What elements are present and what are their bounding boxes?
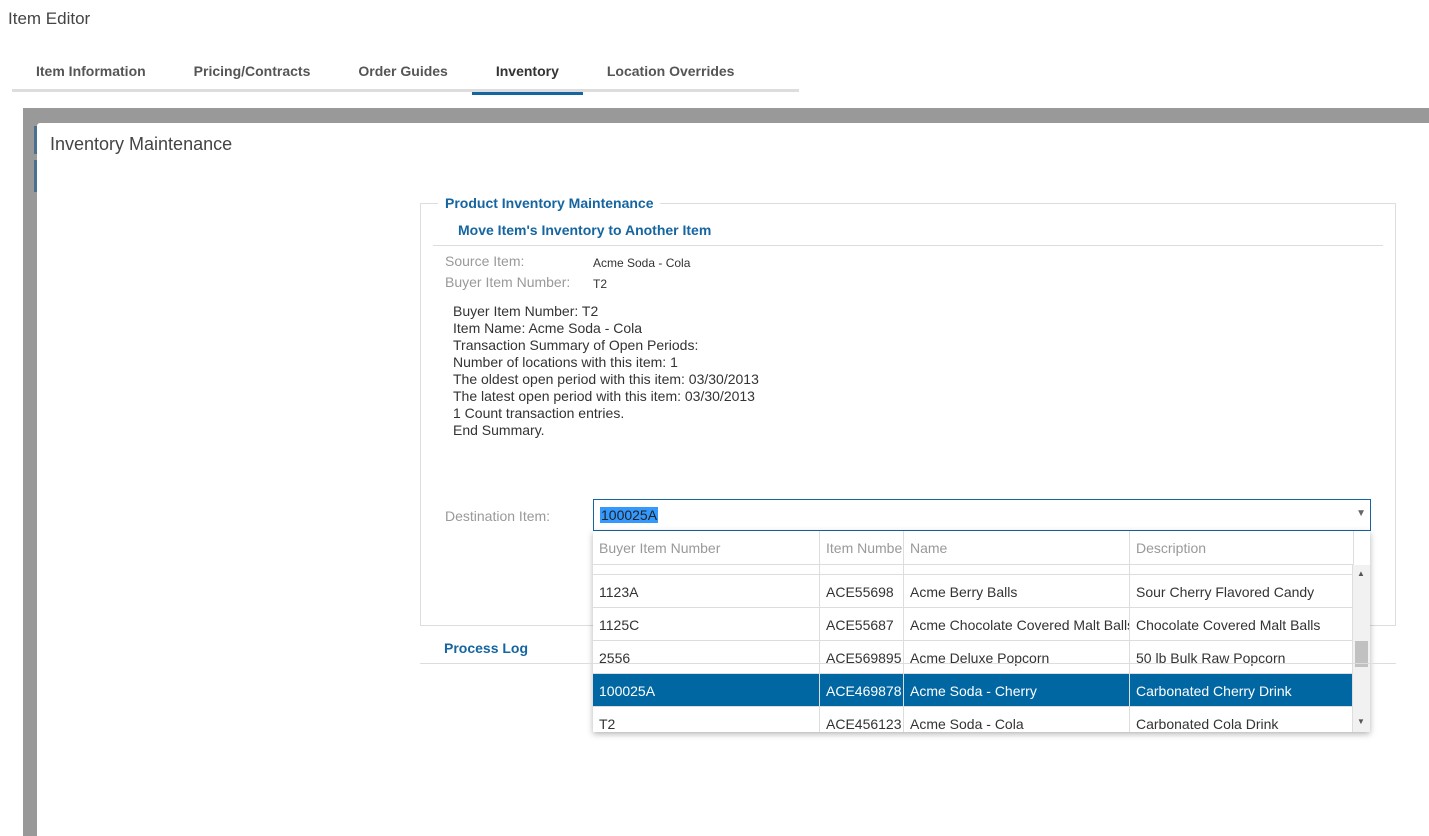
tab-pricing-contracts[interactable]: Pricing/Contracts [193,63,311,79]
table-row[interactable]: 1125C ACE55687 Acme Chocolate Covered Malt… [593,608,1353,641]
dropdown-scrollbar[interactable]: ▲ ▼ [1353,565,1370,732]
table-row-partial [593,565,1353,583]
summary-line: Item Name: Acme Soda - Cola [453,320,643,336]
cell-name: Acme Deluxe Popcorn [904,641,1130,674]
cell-item: ACE55687 [820,608,904,641]
column-header-description[interactable]: Description [1130,531,1354,565]
scroll-up-icon[interactable]: ▲ [1357,569,1365,578]
summary-line: Transaction Summary of Open Periods: [453,337,699,353]
summary-line: The oldest open period with this item: 0… [453,371,759,387]
cell-buyer: 2556 [593,641,820,674]
tab-item-information[interactable]: Item Information [36,63,146,79]
destination-item-combobox[interactable]: 100025A ▼ [593,499,1371,531]
process-log-heading[interactable]: Process Log [444,640,529,656]
background-panel-edge [34,126,38,154]
destination-item-input[interactable]: 100025A [600,507,659,523]
scroll-down-icon[interactable]: ▼ [1357,717,1365,726]
cell-buyer: 1123A [593,575,820,608]
destination-item-label: Destination Item: [445,508,551,524]
cell-name: Acme Soda - Cherry [904,674,1130,707]
cell-item: ACE569895 [820,641,904,674]
source-item-value: Acme Soda - Cola [593,256,691,270]
column-header-item-number[interactable]: Item Number [820,531,904,565]
background-panel-edge [34,160,38,192]
cell-name: Acme Soda - Cola [904,707,1130,732]
cell-buyer: 1125C [593,608,820,641]
destination-item-dropdown: Buyer Item Number Item Number Name Descr… [593,531,1370,732]
cell-item: ACE456123 [820,707,904,732]
cell-item: ACE55698 [820,575,904,608]
cell-desc: Chocolate Covered Malt Balls [1130,608,1353,641]
column-header-buyer-item-number[interactable]: Buyer Item Number [593,531,820,565]
cell-desc: Sour Cherry Flavored Candy [1130,575,1353,608]
fieldset-legend: Product Inventory Maintenance [438,195,661,211]
buyer-item-number-label: Buyer Item Number: [445,274,571,290]
table-row[interactable]: 2556 ACE569895 Acme Deluxe Popcorn 50 lb Bu… [593,641,1353,674]
cell-desc: Carbonated Cola Drink [1130,707,1353,732]
tab-order-guides[interactable]: Order Guides [358,63,448,79]
app-title: Item Editor [8,9,91,28]
cell-buyer: T2 [593,707,820,732]
tab-inventory[interactable]: Inventory [471,52,583,95]
panel-title: Inventory Maintenance [50,134,233,154]
summary-line: Number of locations with this item: 1 [453,354,678,370]
buyer-item-number-value: T2 [593,277,608,291]
cell-name: Acme Berry Balls [904,575,1130,608]
summary-line: The latest open period with this item: 0… [453,388,755,404]
tab-location-overrides[interactable]: Location Overrides [606,63,735,79]
divider [420,663,1396,664]
cell-item: ACE469878 [820,674,904,707]
table-row[interactable]: 100025A ACE469878 Acme Soda - Cherry Carbon… [593,674,1353,707]
scrollbar-thumb[interactable] [1355,641,1368,667]
summary-line: Buyer Item Number: T2 [453,303,599,319]
cell-buyer: 100025A [593,674,820,707]
tab-bar: Item Information Pricing/Contracts Order… [12,52,799,95]
table-row[interactable]: 1123A ACE55698 Acme Berry Balls Sour Cherry… [593,575,1353,608]
column-header-name[interactable]: Name [904,531,1130,565]
divider [433,245,1383,246]
summary-line: 1 Count transaction entries. [453,405,625,421]
transaction-summary: Buyer Item Number: T2 Item Name: Acme So… [453,303,759,439]
cell-desc: 50 lb Bulk Raw Popcorn [1130,641,1353,674]
source-item-label: Source Item: [445,253,525,269]
summary-line: End Summary. [453,422,545,438]
table-row[interactable]: T2 ACE456123 Acme Soda - Cola Carbonated Co… [593,707,1353,732]
chevron-down-icon[interactable]: ▼ [1356,508,1366,519]
section-subheading: Move Item's Inventory to Another Item [458,222,712,238]
cell-name: Acme Chocolate Covered Malt Balls [904,608,1130,641]
cell-desc: Carbonated Cherry Drink [1130,674,1353,707]
